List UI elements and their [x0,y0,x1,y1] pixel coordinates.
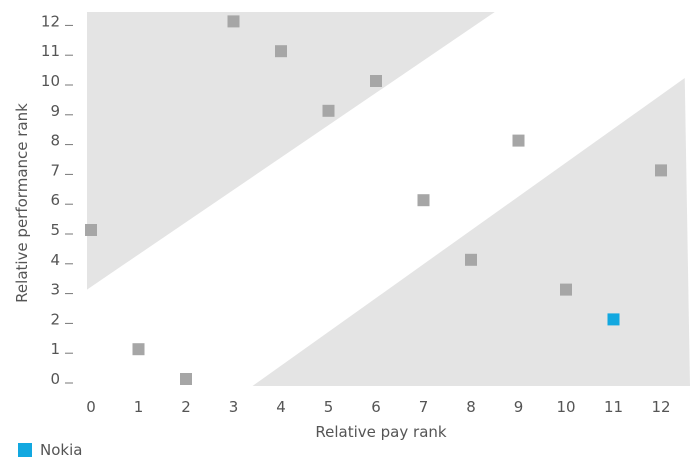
y-axis-title: Relative performance rank [13,103,31,303]
x-axis-title: Relative pay rank [315,423,446,441]
y-tick-label: 3 [50,281,60,299]
legend: Nokia [18,441,82,459]
shaded-region-1 [87,12,495,290]
y-tick-label: 0 [50,370,60,388]
x-tick-label: 5 [324,398,334,416]
x-axis-ticks: 0 1 2 3 4 5 6 7 8 9 10 11 12 [86,398,670,416]
x-tick-label: 3 [229,398,239,416]
y-tick-label: 4 [50,251,60,269]
x-tick-label: 1 [134,398,144,416]
data-point [465,253,477,266]
data-points [85,15,667,385]
y-tick-label: 7 [50,161,60,179]
legend-swatch-nokia [18,443,32,457]
data-point-nokia [607,313,620,326]
x-tick-label: 7 [419,398,429,416]
y-tick-label: 9 [50,102,60,120]
x-tick-label: 9 [514,398,524,416]
shaded-regions [87,12,690,386]
data-point [512,134,525,147]
data-point [322,104,335,117]
data-point [370,75,382,87]
x-tick-label: 6 [371,398,381,416]
y-tick-label: 11 [41,42,60,60]
y-tick-label: 1 [50,340,60,358]
data-point [655,164,667,177]
y-tick-label: 2 [50,310,60,328]
data-point [560,283,572,296]
x-tick-label: 11 [604,398,623,416]
y-tick-label: 10 [41,72,60,90]
data-point [180,373,192,385]
legend-label-nokia: Nokia [40,441,83,459]
y-tick-label: 12 [41,12,60,30]
data-point [227,15,240,28]
x-tick-label: 10 [556,398,575,416]
x-tick-label: 2 [181,398,191,416]
data-point [417,194,430,207]
y-tick-label: 5 [50,221,60,239]
x-tick-label: 8 [466,398,476,416]
y-tick-label: 6 [50,191,60,209]
data-point [85,224,97,236]
y-tick-label: 8 [50,132,60,150]
x-tick-label: 4 [276,398,286,416]
data-point [132,343,145,356]
shaded-region-2 [252,78,690,386]
x-tick-label: 12 [651,398,670,416]
data-point [275,45,287,58]
x-tick-label: 0 [86,398,96,416]
